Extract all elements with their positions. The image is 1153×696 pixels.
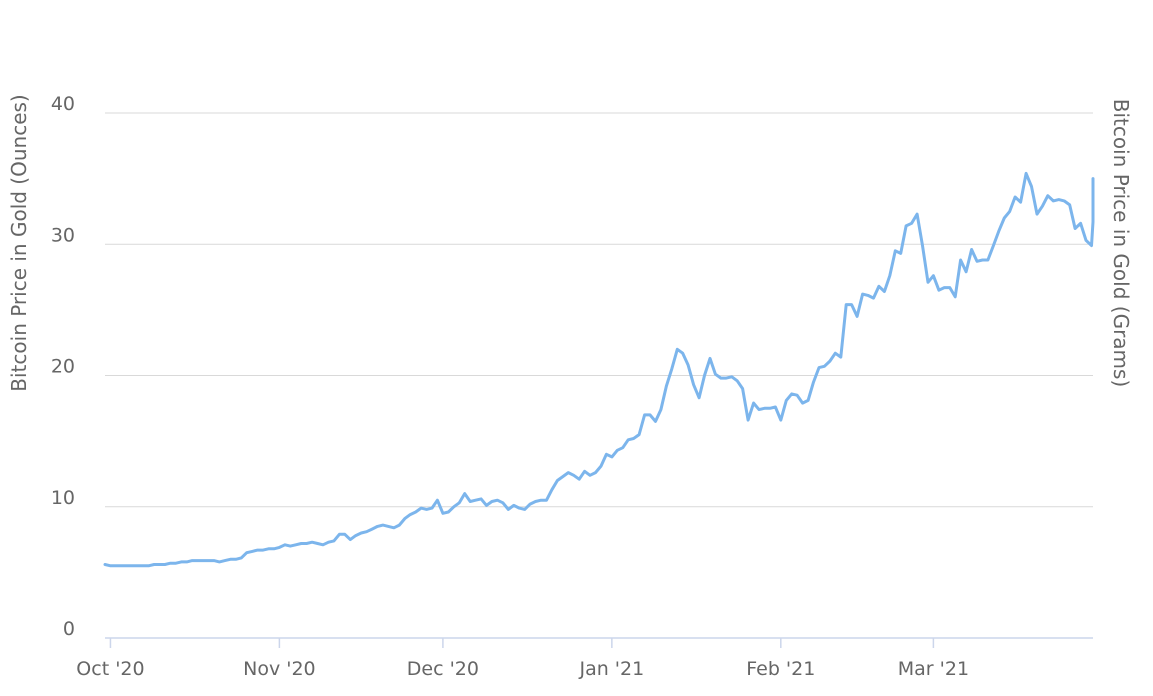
x-tick-label: Oct '20 [76, 658, 144, 680]
y-tick-label: 20 [51, 356, 75, 378]
y-tick-label: 0 [63, 618, 75, 640]
x-tick-label: Nov '20 [243, 658, 316, 680]
y-gridlines [105, 112, 1093, 508]
x-tick-label: Mar '21 [898, 658, 969, 680]
x-tick-label: Feb '21 [746, 658, 815, 680]
y-tick-label: 10 [51, 487, 75, 509]
x-tick-label: Jan '21 [578, 658, 644, 680]
y-axis-title-left: Bitcoin Price in Gold (Ounces) [7, 94, 31, 391]
y-tick-labels: 0 10 20 30 40 [51, 93, 75, 640]
y-axis-title-right: Bitcoin Price in Gold (Grams) [1109, 99, 1133, 388]
series-line [103, 171, 1095, 568]
y-tick-label: 30 [51, 224, 75, 246]
y-tick-label: 40 [51, 93, 75, 115]
x-axis: Oct '20 Nov '20 Dec '20 Jan '21 Feb '21 Mar '… [76, 637, 1093, 680]
x-tick-label: Dec '20 [407, 658, 479, 680]
